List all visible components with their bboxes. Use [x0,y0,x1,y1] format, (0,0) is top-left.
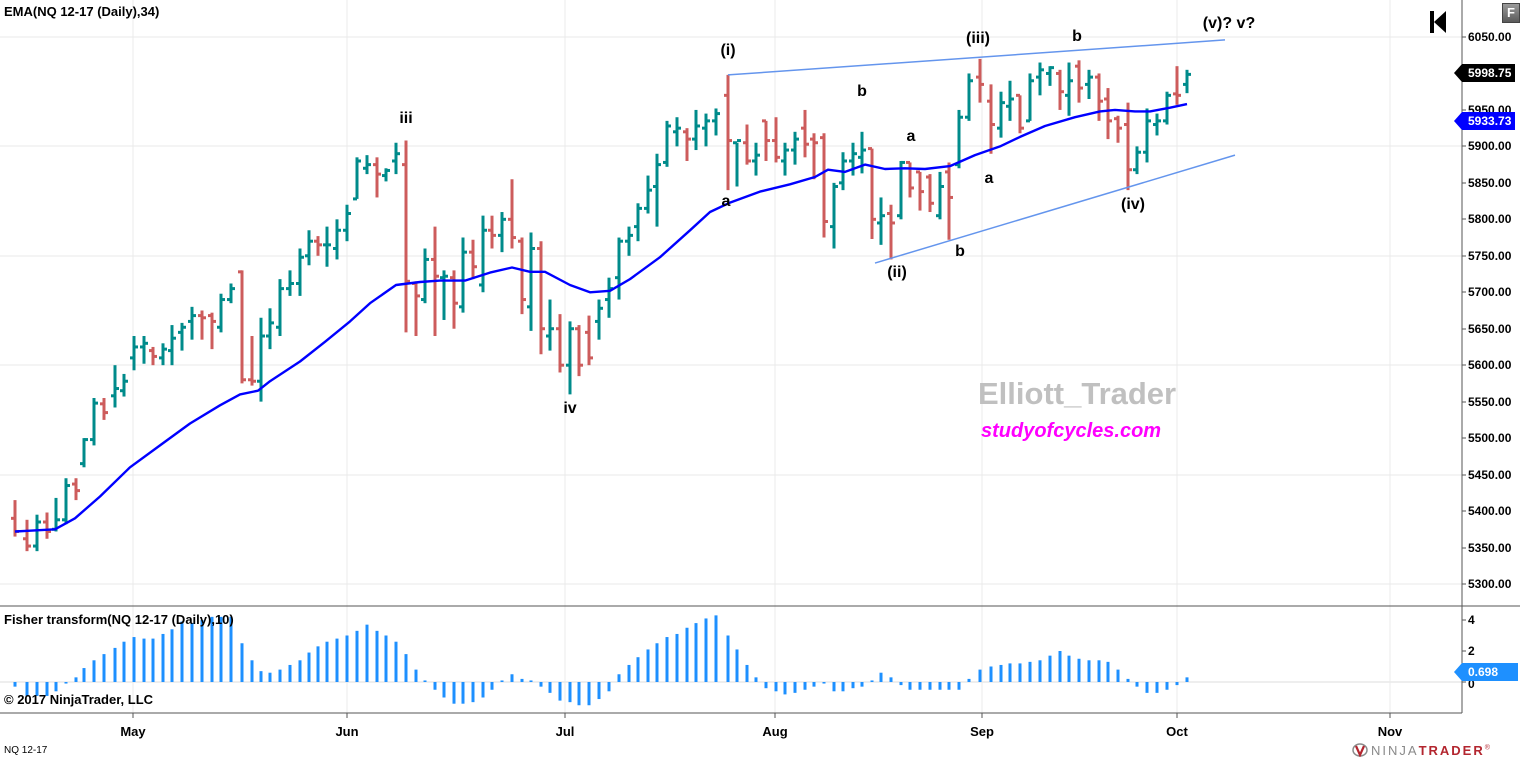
wave-label-iv: iv [563,400,577,417]
logo-registered-mark: ® [1484,744,1492,752]
price-axis-label: 5500.00 [1468,431,1512,445]
grid-lines [0,0,1462,718]
logo-trader-text: TRADER [1418,743,1485,758]
month-label: Nov [1377,724,1403,739]
pane-frames [0,0,1520,714]
ninjatrader-logo: NINJATRADER® [1352,743,1492,758]
ninjatrader-logo-icon [1352,743,1368,757]
price-axis-label: 5650.00 [1468,322,1512,336]
month-label: Oct [1166,724,1188,739]
fisher-value-tag: 0.698 [1454,663,1518,681]
f-button[interactable]: F [1502,3,1520,23]
month-label: May [120,724,146,739]
scroll-to-start-button[interactable] [1428,10,1448,34]
wave-label-v-question: (v)? v? [1202,15,1256,32]
instrument-label: NQ 12-17 [4,745,48,756]
watermark-website: studyofcycles.com [981,420,1162,442]
price-axis-label: 5700.00 [1468,285,1512,299]
fisher-pane-title: Fisher transform(NQ 12-17 (Daily),10) [4,612,234,627]
price-axis-label: 5600.00 [1468,358,1512,372]
price-axis-label: 6050.00 [1468,30,1512,44]
wave-label-b: b [955,243,965,260]
price-axis-label: 5550.00 [1468,395,1512,409]
month-label: Jul [555,724,575,739]
wave-label-a: a [906,128,916,145]
ohlc-bars [11,58,1191,552]
last-price-tag: 5998.75 [1453,64,1516,82]
wave-label-iii: iii [399,110,413,127]
price-axis-label: 5400.00 [1468,504,1512,518]
fisher-axis-label: 0 [1468,677,1475,691]
price-axis-label: 5450.00 [1468,468,1512,482]
wave-label-a: a [984,170,994,187]
ema-value-tag: 5933.73 [1453,112,1516,130]
wave-label-iv-paren: (iv) [1121,196,1145,213]
fisher-axis-label: 2 [1468,644,1475,658]
price-axis-label: 5850.00 [1468,176,1512,190]
trendlines[interactable] [727,39,1236,264]
wave-label-i: (i) [720,42,736,59]
price-axis-label: 5350.00 [1468,541,1512,555]
price-axis-label: 5800.00 [1468,212,1512,226]
wave-label-a: a [721,193,731,210]
wave-label-ii: (ii) [887,264,907,281]
month-label: Sep [970,724,994,739]
fisher-histogram [13,615,1189,706]
wave-label-iii-paren: (iii) [966,30,990,47]
logo-ninja-text: NINJA [1371,743,1419,758]
wave-label-b: b [1072,28,1082,45]
wave-label-b: b [857,83,867,100]
month-label: Jun [335,724,359,739]
price-axis-label: 5750.00 [1468,249,1512,263]
price-axis-label: 5300.00 [1468,577,1512,591]
month-label: Aug [762,724,788,739]
skip-back-icon [1430,11,1446,33]
watermark-author: Elliott_Trader [978,376,1177,411]
copyright-text: © 2017 NinjaTrader, LLC [4,692,154,707]
price-axis-label: 5900.00 [1468,139,1512,153]
fisher-axis-label: 4 [1468,613,1475,627]
ema-line [14,102,1188,533]
price-pane-title: EMA(NQ 12-17 (Daily),34) [4,4,160,19]
